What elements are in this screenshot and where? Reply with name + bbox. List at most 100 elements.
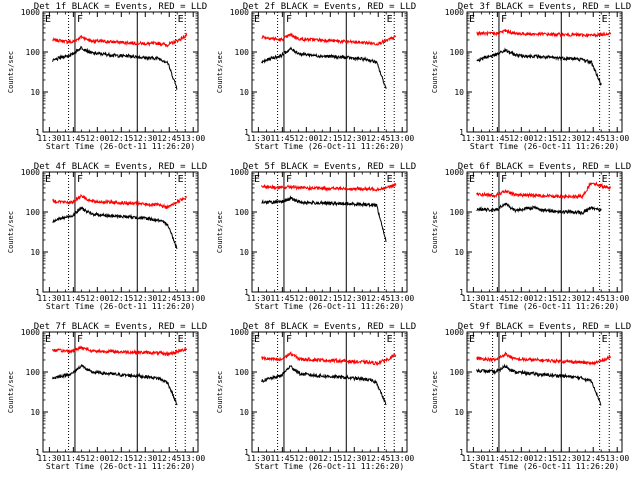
y-tick-label: 1000 xyxy=(21,168,40,177)
y-tick-label: 10 xyxy=(239,408,249,417)
x-tick-label: 11:30 xyxy=(246,294,270,303)
x-tick-label: 12:00 xyxy=(509,294,533,303)
time-marker-label: F xyxy=(286,334,292,345)
y-axis-label: Counts/sec xyxy=(216,371,224,413)
time-marker-label: F xyxy=(501,14,507,25)
time-marker-label: F xyxy=(286,14,292,25)
x-tick-label: 12:15 xyxy=(533,294,557,303)
y-axis-label: Counts/sec xyxy=(7,371,15,413)
time-marker-label: E xyxy=(45,334,51,345)
detector-panel-2: Det 2f BLACK = Events, RED = LLD 1 10 100 10… xyxy=(216,2,416,151)
x-tick-label: 11:30 xyxy=(37,134,61,143)
time-marker-label: E xyxy=(469,174,475,185)
x-tick-label: 12:45 xyxy=(366,134,390,143)
x-tick-label: 12:15 xyxy=(318,454,342,463)
x-tick-label: 11:45 xyxy=(61,134,85,143)
x-tick-label: 13:00 xyxy=(390,294,414,303)
x-tick-label: 11:30 xyxy=(246,134,270,143)
y-tick-label: 1000 xyxy=(445,8,464,17)
events-trace xyxy=(476,363,602,406)
x-axis-label: Start Time (26-Oct-11 11:26:20) xyxy=(46,462,195,471)
time-marker-label: F xyxy=(77,14,83,25)
plot-frame xyxy=(251,11,408,133)
y-tick-label: 10 xyxy=(454,408,464,417)
x-tick-label: 12:30 xyxy=(557,134,581,143)
y-tick-label: 1000 xyxy=(21,328,40,337)
x-tick-label: 12:00 xyxy=(294,294,318,303)
y-tick-label: 1 xyxy=(459,448,464,457)
time-marker-label: E xyxy=(469,334,475,345)
time-marker-label: F xyxy=(77,334,83,345)
x-axis-label: Start Time (26-Oct-11 11:26:20) xyxy=(46,142,195,151)
x-tick-label: 12:45 xyxy=(581,454,605,463)
panel-title: Det 7f BLACK = Events, RED = LLD xyxy=(34,322,207,332)
x-tick-label: 13:00 xyxy=(181,454,205,463)
x-tick-label: 11:30 xyxy=(246,454,270,463)
y-tick-label: 1000 xyxy=(230,8,249,17)
x-tick-label: 11:45 xyxy=(270,134,294,143)
events-trace xyxy=(261,365,387,406)
y-tick-label: 1 xyxy=(459,288,464,297)
detector-panel-3: Det 3f BLACK = Events, RED = LLD 1 10 100 10… xyxy=(431,2,631,151)
panel-title: Det 5f BLACK = Events, RED = LLD xyxy=(243,162,416,172)
x-tick-label: 12:15 xyxy=(533,134,557,143)
y-tick-label: 100 xyxy=(235,48,250,57)
x-axis-label: Start Time (26-Oct-11 11:26:20) xyxy=(255,142,404,151)
y-tick-label: 1000 xyxy=(445,328,464,337)
x-tick-label: 12:00 xyxy=(294,454,318,463)
x-tick-label: 13:00 xyxy=(605,134,629,143)
panel-title: Det 2f BLACK = Events, RED = LLD xyxy=(243,2,416,12)
x-tick-label: 12:00 xyxy=(294,134,318,143)
x-tick-label: 12:30 xyxy=(557,454,581,463)
x-tick-label: 12:00 xyxy=(85,454,109,463)
x-tick-label: 12:45 xyxy=(366,294,390,303)
x-axis-label: Start Time (26-Oct-11 11:26:20) xyxy=(46,302,195,311)
y-tick-label: 10 xyxy=(30,88,40,97)
time-marker-label: E xyxy=(254,174,260,185)
x-tick-label: 11:45 xyxy=(485,134,509,143)
x-tick-label: 12:15 xyxy=(533,454,557,463)
y-tick-label: 1 xyxy=(459,128,464,137)
y-tick-label: 100 xyxy=(450,208,465,217)
x-tick-label: 11:45 xyxy=(270,454,294,463)
x-tick-label: 12:45 xyxy=(157,454,181,463)
y-tick-label: 100 xyxy=(235,208,250,217)
events-trace xyxy=(476,47,602,87)
y-tick-label: 10 xyxy=(454,88,464,97)
y-axis-label: Counts/sec xyxy=(431,211,439,253)
x-tick-label: 12:00 xyxy=(85,294,109,303)
detector-panel-6: Det 6f BLACK = Events, RED = LLD 1 10 100 10… xyxy=(431,162,631,311)
x-tick-label: 12:45 xyxy=(581,134,605,143)
detector-panel-9: Det 9f BLACK = Events, RED = LLD 1 10 100 10… xyxy=(431,322,631,471)
x-tick-label: 12:30 xyxy=(342,454,366,463)
x-tick-label: 11:45 xyxy=(61,454,85,463)
y-tick-label: 1 xyxy=(244,448,249,457)
x-tick-label: 12:45 xyxy=(157,294,181,303)
time-marker-label: F xyxy=(501,334,507,345)
time-marker-label: E xyxy=(254,334,260,345)
y-tick-label: 10 xyxy=(30,248,40,257)
x-tick-label: 13:00 xyxy=(181,134,205,143)
time-marker-label: E xyxy=(387,14,393,25)
y-tick-label: 1000 xyxy=(21,8,40,17)
x-axis-label: Start Time (26-Oct-11 11:26:20) xyxy=(470,462,619,471)
y-tick-label: 10 xyxy=(454,248,464,257)
y-tick-label: 10 xyxy=(239,88,249,97)
panel-title: Det 8f BLACK = Events, RED = LLD xyxy=(243,322,416,332)
y-tick-label: 10 xyxy=(30,408,40,417)
x-tick-label: 11:30 xyxy=(461,294,485,303)
x-tick-label: 13:00 xyxy=(605,454,629,463)
lld-trace xyxy=(476,28,612,38)
time-marker-label: E xyxy=(45,174,51,185)
x-tick-label: 13:00 xyxy=(181,294,205,303)
time-marker-label: E xyxy=(602,14,608,25)
plot-frame xyxy=(466,171,623,293)
y-axis-label: Counts/sec xyxy=(7,51,15,93)
x-tick-label: 12:30 xyxy=(342,134,366,143)
lld-trace xyxy=(52,193,187,210)
x-axis-label: Start Time (26-Oct-11 11:26:20) xyxy=(255,462,404,471)
lld-trace xyxy=(476,181,611,200)
detector-panel-7: Det 7f BLACK = Events, RED = LLD 1 10 100 10… xyxy=(7,322,207,471)
x-tick-label: 11:30 xyxy=(37,454,61,463)
time-marker-label: E xyxy=(178,334,184,345)
